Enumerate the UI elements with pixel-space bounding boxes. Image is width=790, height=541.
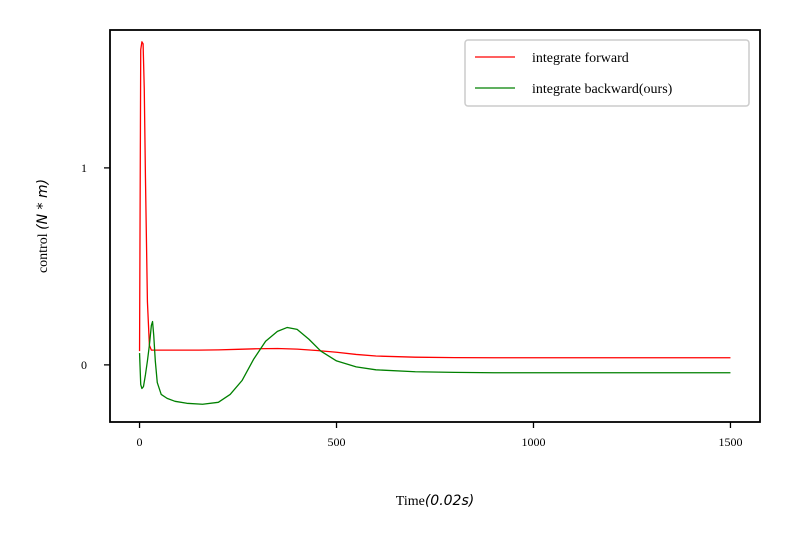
x-tick-label: 1000 (521, 435, 545, 449)
legend: integrate forward integrate backward(our… (464, 39, 750, 107)
plot-lines (138, 41, 731, 405)
y-axis-label-text: control (36, 230, 51, 273)
x-axis-label: Time(0.02s) (396, 493, 474, 509)
legend-box (464, 39, 750, 107)
x-tick-label: 1500 (718, 435, 742, 449)
x-tick-label: 500 (328, 435, 346, 449)
x-axis-label-unit: (0.02s) (425, 493, 474, 509)
y-axis-label-unit: (N * m) (35, 179, 51, 230)
x-axis-ticks: 0 500 1000 1500 (137, 422, 742, 449)
y-axis-label: control (N * m) (35, 179, 51, 273)
legend-label-backward: integrate backward(ours) (532, 82, 673, 97)
plot-frame (109, 29, 761, 423)
y-tick-label: 0 (81, 358, 87, 372)
y-tick-label: 1 (81, 161, 87, 175)
series-line-1 (138, 320, 731, 405)
x-tick-label: 0 (137, 435, 143, 449)
legend-label-forward: integrate forward (532, 51, 629, 66)
series-line-0 (138, 41, 731, 359)
y-axis-ticks: 01 (81, 161, 110, 372)
x-axis-label-text: Time (396, 494, 425, 509)
